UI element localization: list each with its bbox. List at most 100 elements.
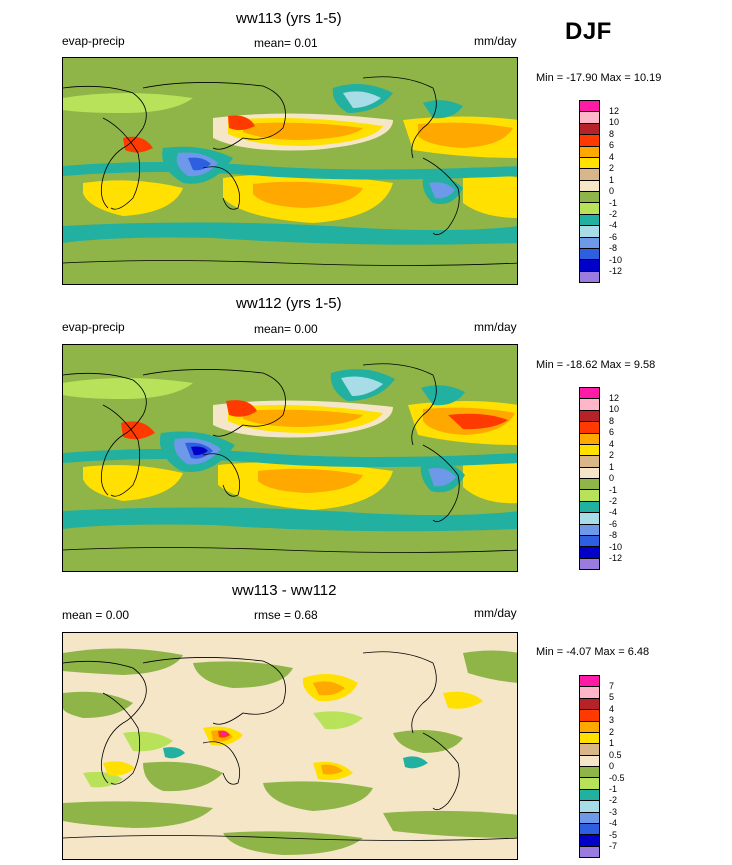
panel-2-minmax: Min = -18.62 Max = 9.58 [536,359,656,371]
colorbar-tick: 0 [609,186,615,196]
colorbar-tick: -2 [609,795,618,805]
panel-3-rmse: rmse = 0.68 [254,608,318,622]
colorbar-swatch [580,146,599,158]
colorbar-tick: 10 [609,404,620,414]
panel-1-colorbar [579,100,600,283]
colorbar-swatch [580,755,599,767]
colorbar-tick: 4 [609,439,615,449]
panel-1-minmax: Min = -17.90 Max = 10.19 [536,72,662,84]
colorbar-tick: -1 [609,198,618,208]
panel-1-map [62,57,518,285]
panel-3-map [62,632,518,860]
colorbar-swatch [580,456,599,468]
colorbar-swatch [580,203,599,215]
season-label: DJF [565,18,612,45]
colorbar-tick: -1 [609,485,618,495]
colorbar-swatch [580,101,599,113]
colorbar-tick: 5 [609,692,615,702]
colorbar-tick: -10 [609,255,623,265]
colorbar-swatch [580,676,599,688]
colorbar-swatch [580,157,599,170]
colorbar-tick: 0.5 [609,750,622,760]
colorbar-tick: -2 [609,209,618,219]
colorbar-swatch [580,399,599,411]
colorbar-tick: 3 [609,715,615,725]
panel-2-title: ww112 (yrs 1-5) [236,295,342,312]
colorbar-swatch [580,214,599,227]
colorbar-tick: -4 [609,507,618,517]
colorbar-tick: 12 [609,393,620,403]
panel-2-map [62,344,518,572]
panel-3-title: ww113 - ww112 [232,582,337,599]
colorbar-swatch [580,558,599,569]
colorbar-tick: -0.5 [609,773,625,783]
colorbar-tick: -10 [609,542,623,552]
panel-2-field-label: evap-precip [62,320,125,334]
colorbar-tick: 2 [609,163,615,173]
colorbar-swatch [580,433,599,445]
colorbar-swatch [580,721,599,733]
colorbar-swatch [580,823,599,836]
colorbar-swatch [580,732,599,745]
colorbar-tick: -6 [609,519,618,529]
panel-1-units: mm/day [474,34,517,48]
colorbar-tick: 8 [609,129,615,139]
colorbar-tick: 6 [609,427,615,437]
colorbar-swatch [580,422,599,434]
colorbar-swatch [580,135,599,147]
panel-3-units: mm/day [474,606,517,620]
colorbar-tick: -4 [609,818,618,828]
colorbar-tick: 2 [609,450,615,460]
panel-1-mean: mean= 0.01 [254,36,318,50]
panel-2-mean: mean= 0.00 [254,322,318,336]
colorbar-swatch [580,710,599,722]
colorbar-swatch [580,226,599,238]
colorbar-tick: -6 [609,232,618,242]
colorbar-swatch [580,237,599,249]
panel-1-title: ww113 (yrs 1-5) [236,10,342,27]
colorbar-swatch [580,248,599,261]
colorbar-tick: 1 [609,738,615,748]
colorbar-swatch [580,444,599,457]
colorbar-tick: -8 [609,530,618,540]
colorbar-tick: -12 [609,266,623,276]
colorbar-tick: -5 [609,830,618,840]
colorbar-swatch [580,513,599,525]
colorbar-swatch [580,789,599,802]
panel-1-field-label: evap-precip [62,34,125,48]
colorbar-swatch [580,169,599,181]
colorbar-tick: -8 [609,243,618,253]
colorbar-tick: 10 [609,117,620,127]
colorbar-swatch [580,801,599,813]
colorbar-swatch [580,192,599,204]
colorbar-swatch [580,490,599,502]
colorbar-tick: 8 [609,416,615,426]
panel-3-colorbar [579,675,600,858]
colorbar-tick: 0 [609,761,615,771]
colorbar-swatch [580,846,599,857]
colorbar-swatch [580,812,599,824]
colorbar-swatch [580,123,599,136]
colorbar-swatch [580,687,599,699]
colorbar-swatch [580,410,599,423]
colorbar-swatch [580,467,599,479]
colorbar-swatch [580,501,599,514]
colorbar-tick: -7 [609,841,618,851]
colorbar-swatch [580,744,599,756]
colorbar-tick: -4 [609,220,618,230]
colorbar-tick: 6 [609,140,615,150]
colorbar-tick: 1 [609,175,615,185]
colorbar-tick: 7 [609,681,615,691]
colorbar-tick: -1 [609,784,618,794]
colorbar-swatch [580,260,599,272]
colorbar-swatch [580,479,599,491]
colorbar-tick: 1 [609,462,615,472]
colorbar-swatch [580,271,599,282]
colorbar-swatch [580,180,599,192]
colorbar-tick: 4 [609,152,615,162]
colorbar-swatch [580,112,599,124]
colorbar-tick: 0 [609,473,615,483]
colorbar-swatch [580,524,599,536]
colorbar-tick: -3 [609,807,618,817]
panel-3-mean: mean = 0.00 [62,608,130,622]
